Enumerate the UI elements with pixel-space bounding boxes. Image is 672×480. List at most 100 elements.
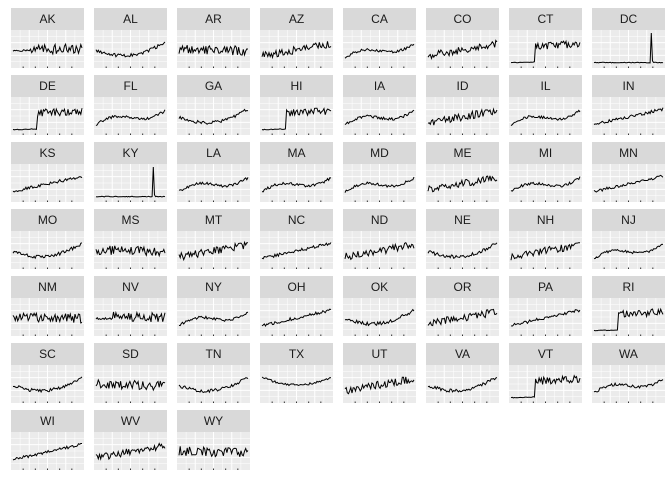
facet-strip-label: KY (94, 142, 167, 164)
facet-strip-label: MT (177, 209, 250, 231)
series-line-ct (510, 39, 581, 64)
facet-plot-area (426, 298, 499, 336)
series-line-mt (178, 240, 248, 262)
facet-strip-label: ND (343, 209, 416, 231)
facet-plot-area (94, 365, 167, 403)
facet-panel: IN (592, 75, 665, 135)
facet-strip-label: GA (177, 75, 250, 97)
facet-strip-label: NC (260, 209, 333, 231)
series-line-tx (261, 376, 332, 387)
facet-plot-area (509, 97, 582, 135)
facet-plot-area (11, 97, 84, 135)
series-line-ak (12, 42, 83, 56)
facet-plot-area (509, 164, 582, 202)
series-line-co (427, 39, 498, 60)
facet-plot-area (426, 164, 499, 202)
series-line-nm (12, 311, 83, 324)
facet-plot-area (94, 298, 167, 336)
series-line-il (510, 109, 581, 127)
facet-panel: KS (11, 142, 84, 202)
facet-panel: RI (592, 276, 665, 336)
facet-plot-area (426, 231, 499, 269)
facet-plot-area (177, 97, 250, 135)
facet-panel: CA (343, 8, 416, 68)
facet-strip-label: IL (509, 75, 582, 97)
facet-plot-area (177, 30, 250, 68)
facet-plot-area (94, 30, 167, 68)
facet-plot-area (260, 164, 333, 202)
facet-strip-label: TX (260, 343, 333, 365)
facet-panel: NM (11, 276, 84, 336)
facet-plot-area (260, 365, 333, 403)
facet-panel: NE (426, 209, 499, 269)
facet-plot-area (509, 298, 582, 336)
series-line-in (593, 107, 664, 125)
series-line-fl (95, 109, 166, 127)
facet-strip-label: MO (11, 209, 84, 231)
facet-panel: MN (592, 142, 665, 202)
series-line-sc (12, 376, 83, 394)
facet-strip-label: HI (260, 75, 333, 97)
facet-panel: FL (94, 75, 167, 135)
series-line-az (261, 41, 332, 60)
facet-plot-area (343, 298, 416, 336)
series-line-ia (344, 109, 415, 126)
facet-strip-label: PA (509, 276, 582, 298)
facet-strip-label: IN (592, 75, 665, 97)
facet-plot-area (177, 365, 250, 403)
facet-strip-label: NH (509, 209, 582, 231)
series-line-nc (261, 242, 332, 260)
series-line-id (427, 107, 498, 126)
facet-panel: VA (426, 343, 499, 403)
series-line-nv (95, 310, 166, 323)
facet-panel: AZ (260, 8, 333, 68)
facet-panel: AK (11, 8, 84, 68)
facet-plot-area (177, 432, 250, 470)
facet-strip-label: LA (177, 142, 250, 164)
series-line-me (427, 175, 498, 193)
facet-plot-area (94, 97, 167, 135)
facet-panel: MO (11, 209, 84, 269)
facet-strip-label: OK (343, 276, 416, 298)
facet-panel: CO (426, 8, 499, 68)
series-line-wi (12, 443, 82, 461)
series-line-ar (178, 44, 249, 57)
facet-plot-area (426, 365, 499, 403)
facet-panel: TN (177, 343, 250, 403)
facet-panel: ID (426, 75, 499, 135)
facet-panel: WV (94, 410, 167, 470)
facet-panel: CT (509, 8, 582, 68)
series-line-ks (12, 176, 83, 193)
facet-plot-area (177, 164, 250, 202)
facet-strip-label: VT (509, 343, 582, 365)
series-line-la (178, 177, 249, 192)
series-line-sd (95, 378, 166, 392)
series-line-va (427, 377, 498, 393)
facet-panel: MD (343, 142, 416, 202)
facet-strip-label: NJ (592, 209, 665, 231)
facet-plot-area (11, 30, 84, 68)
series-line-ny (178, 311, 249, 327)
facet-panel: MT (177, 209, 250, 269)
series-line-wv (95, 442, 166, 461)
series-line-wy (178, 445, 249, 458)
series-line-ga (178, 108, 249, 125)
facet-strip-label: WY (177, 410, 250, 432)
facet-panel: LA (177, 142, 250, 202)
series-line-nd (344, 242, 415, 261)
facet-strip-label: AR (177, 8, 250, 30)
series-line-md (344, 176, 415, 193)
facet-strip-label: OH (260, 276, 333, 298)
facet-plot-area (509, 365, 582, 403)
series-line-dc (593, 32, 664, 64)
facet-strip-label: CO (426, 8, 499, 30)
facet-plot-area (94, 164, 167, 202)
series-line-hi (261, 107, 332, 131)
facet-strip-label: MN (592, 142, 665, 164)
series-line-mn (593, 174, 664, 193)
series-line-ms (95, 245, 166, 258)
facet-panel: IL (509, 75, 582, 135)
facet-strip-label: IA (343, 75, 416, 97)
facet-plot-area (260, 231, 333, 269)
series-line-ok (344, 308, 415, 327)
